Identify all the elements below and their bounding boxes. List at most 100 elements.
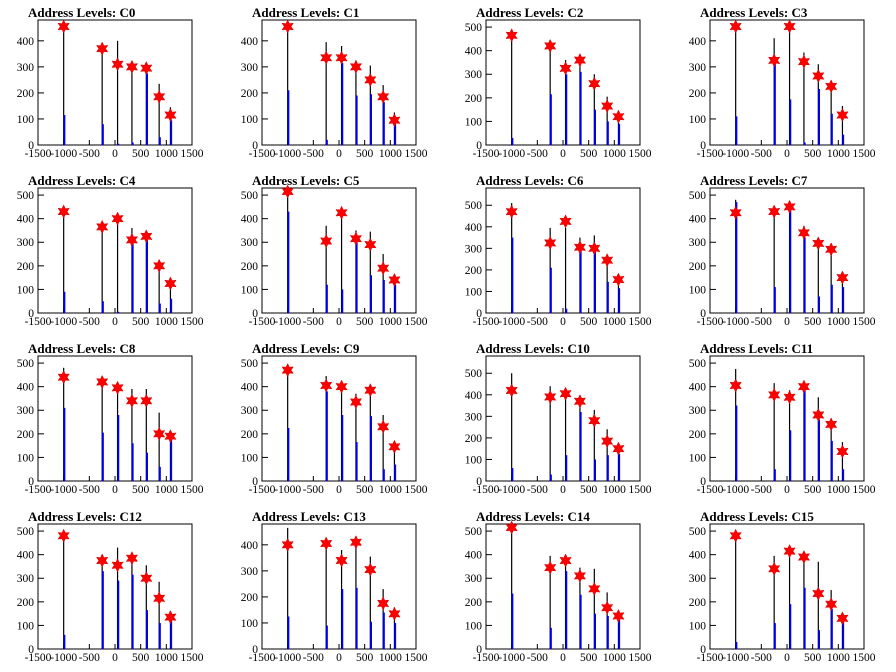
x-tick-label: 1500 <box>405 484 428 496</box>
peak-star-marker <box>96 41 109 56</box>
peak-star-marker <box>812 586 825 601</box>
peak-star-marker <box>783 390 796 405</box>
y-tick-label: 500 <box>17 358 35 370</box>
x-tick-label: 1000 <box>603 652 626 664</box>
y-tick-label: 0 <box>28 308 34 320</box>
y-tick-label: 100 <box>689 620 707 632</box>
peak-star-marker <box>601 434 614 449</box>
x-tick-label: 500 <box>356 148 374 160</box>
x-tick-label: -500 <box>527 316 548 328</box>
x-tick-label: 1000 <box>155 316 178 328</box>
peak-star-marker <box>559 214 572 229</box>
x-tick-label: 500 <box>804 484 822 496</box>
chart-panel-0: Address Levels: C0 0 100 200 300 400 -1500-100… <box>17 5 204 160</box>
plot-frame <box>37 523 193 650</box>
x-tick-label: 500 <box>356 652 374 664</box>
chart-panel-12: Address Levels: C12 0 100 200 300 400 500 -1500… <box>17 509 204 664</box>
y-tick-label: 100 <box>689 452 707 464</box>
x-tick-label: -1000 <box>498 652 525 664</box>
y-tick-label: 500 <box>465 526 483 538</box>
peak-star-marker <box>544 560 557 575</box>
x-tick-label: 1500 <box>853 316 876 328</box>
x-tick-label: 1000 <box>379 316 402 328</box>
x-tick-label: 0 <box>784 652 790 664</box>
peak-star-marker <box>544 389 557 405</box>
chart-title: Address Levels: C8 <box>28 341 136 356</box>
y-tick-label: 400 <box>241 214 259 226</box>
y-tick-label: 200 <box>17 597 35 609</box>
chart-title: Address Levels: C0 <box>28 5 135 20</box>
chart-panel-9: Address Levels: C90100200300400500-1500-… <box>241 341 428 496</box>
x-tick-label: -500 <box>527 148 548 160</box>
y-tick-label: 500 <box>241 190 259 202</box>
x-tick-label: -1000 <box>50 484 77 496</box>
chart-panel-6: Address Levels: C60100200300400500-1500-… <box>465 173 652 328</box>
y-tick-label: 100 <box>241 284 259 296</box>
peak-star-marker <box>111 211 124 226</box>
peak-star-marker <box>812 407 825 423</box>
peak-star-marker <box>768 387 781 403</box>
x-tick-label: 0 <box>560 652 566 664</box>
y-tick-label: 100 <box>241 618 259 630</box>
x-tick-label: 1500 <box>181 652 204 664</box>
x-tick-label: 1000 <box>827 316 850 328</box>
peak-star-marker <box>335 205 348 220</box>
y-tick-label: 200 <box>17 429 35 441</box>
y-tick-label: 500 <box>689 358 707 370</box>
peak-star-marker <box>164 276 177 291</box>
peak-star-marker <box>57 528 70 543</box>
y-tick-label: 400 <box>465 550 483 562</box>
peak-star-marker <box>281 537 294 552</box>
y-tick-label: 0 <box>28 140 34 152</box>
y-tick-label: 200 <box>689 261 707 273</box>
peak-star-marker <box>812 68 825 84</box>
peak-star-marker <box>825 597 838 612</box>
y-tick-label: 100 <box>17 620 35 632</box>
x-tick-label: -500 <box>303 316 324 328</box>
y-tick-label: 400 <box>17 382 35 394</box>
x-tick-label: 500 <box>580 148 598 160</box>
x-tick-label: -500 <box>751 484 772 496</box>
x-tick-label: -1000 <box>274 652 301 664</box>
chart-panel-2: Address Levels: C20100200300400500-1500-… <box>465 5 652 160</box>
peak-star-marker <box>601 98 614 114</box>
peak-star-marker <box>57 19 70 34</box>
y-tick-label: 300 <box>241 405 259 417</box>
y-tick-label: 0 <box>700 476 706 488</box>
y-tick-label: 500 <box>465 22 483 34</box>
plot-frame <box>709 523 865 650</box>
x-tick-label: -500 <box>751 316 772 328</box>
chart-panel-10: Address Levels: C10 0 100 200 300 400 500 -1500… <box>465 341 652 496</box>
peak-star-marker <box>377 419 390 434</box>
chart-title: Address Levels: C14 <box>476 509 590 524</box>
peak-star-marker <box>96 553 109 568</box>
peak-star-marker <box>505 204 518 219</box>
y-tick-label: 200 <box>465 597 483 609</box>
peak-star-marker <box>729 378 742 393</box>
x-tick-label: -1500 <box>473 652 500 664</box>
x-tick-label: 0 <box>112 316 118 328</box>
peak-star-marker <box>281 363 294 378</box>
x-tick-label: 1000 <box>379 484 402 496</box>
peak-star-marker <box>588 241 601 256</box>
x-tick-label: 500 <box>804 316 822 328</box>
y-tick-label: 0 <box>476 644 482 656</box>
x-tick-label: 0 <box>336 484 342 496</box>
peak-star-marker <box>836 611 849 626</box>
x-tick-label: -1500 <box>249 316 276 328</box>
x-tick-label: 1500 <box>853 148 876 160</box>
peak-star-marker <box>335 553 348 568</box>
x-tick-label: -1500 <box>697 316 724 328</box>
peak-star-marker <box>281 19 294 34</box>
peak-star-marker <box>768 204 781 219</box>
y-tick-label: 400 <box>465 390 483 402</box>
chart-title: Address Levels: C11 <box>700 341 813 356</box>
y-tick-label: 0 <box>700 308 706 320</box>
y-tick-label: 100 <box>241 452 259 464</box>
peak-star-marker <box>125 232 139 247</box>
y-tick-label: 300 <box>17 62 35 74</box>
peak-star-marker <box>349 394 363 410</box>
peak-star-marker <box>140 571 153 586</box>
peak-star-marker <box>588 76 601 91</box>
y-tick-label: 500 <box>465 368 483 380</box>
